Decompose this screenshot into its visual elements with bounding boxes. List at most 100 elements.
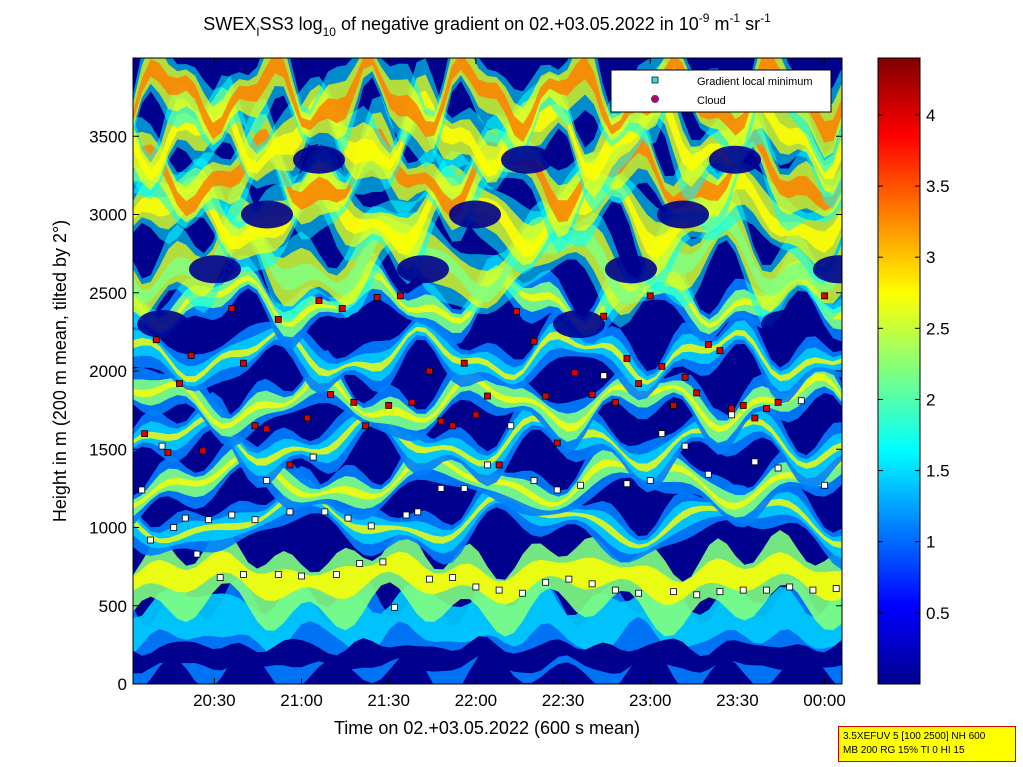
gradient-minimum-marker: [681, 442, 689, 450]
gradient-minimum-marker: [553, 486, 561, 494]
heatmap-band: [133, 403, 842, 482]
gradient-minimum-marker: [286, 508, 294, 516]
cloud-marker: [821, 292, 828, 300]
y-tick-label: 3500: [89, 127, 127, 146]
gradient-minimum-marker: [147, 536, 154, 544]
cloud-marker: [199, 447, 207, 455]
y-tick-label: 3000: [89, 206, 127, 225]
cloud-marker: [141, 430, 149, 438]
heatmap-gap: [293, 145, 345, 174]
heatmap-gap: [449, 200, 501, 229]
gradient-minimum-marker: [739, 586, 747, 594]
x-tick-label: 23:30: [716, 691, 759, 710]
gradient-minimum-marker: [274, 571, 282, 578]
cloud-marker: [571, 369, 579, 376]
gradient-minimum-marker: [484, 461, 491, 469]
gradient-minimum-marker: [565, 575, 573, 583]
gradient-minimum-marker: [751, 458, 759, 466]
gradient-minimum-marker: [832, 585, 840, 592]
gradient-minimum-marker: [181, 514, 189, 522]
x-tick-label: 22:00: [455, 691, 498, 710]
gradient-minimum-marker: [542, 578, 550, 586]
gradient-minimum-marker: [577, 481, 584, 489]
heatmap-gap: [189, 255, 241, 284]
gradient-minimum-marker: [693, 591, 701, 599]
gradient-minimum-marker: [495, 586, 503, 594]
colorbar-tick-label: 1: [926, 533, 935, 552]
gradient-minimum-marker: [797, 397, 805, 405]
gradient-minimum-marker: [193, 550, 201, 558]
cloud-marker: [385, 402, 393, 409]
plot-area: [133, 58, 842, 684]
cloud-marker: [670, 402, 677, 409]
cloud-marker: [396, 292, 404, 300]
cloud-marker: [350, 398, 358, 406]
gradient-minimum-marker: [309, 453, 317, 461]
gradient-minimum-marker: [402, 511, 410, 519]
gradient-minimum-marker: [728, 411, 735, 419]
x-axis-label: Time on 02.+03.05.2022 (600 s mean): [334, 718, 640, 738]
cloud-marker: [274, 315, 282, 323]
parameter-box: 3.5XEFUV 5 [100 2500] NH 600 MB 200 RG 1…: [838, 726, 1016, 762]
heatmap-gap: [137, 310, 189, 339]
x-axis: 20:30 21:00 21:30 22:00 22:30 23:00 23:30 00:00: [193, 58, 846, 710]
x-tick-label: 22:30: [542, 691, 585, 710]
cloud-markers: [141, 292, 828, 469]
cloud-marker: [704, 340, 712, 348]
gradient-minimum-markers: [138, 372, 840, 611]
gradient-minimum-marker: [786, 583, 794, 591]
cloud-marker: [728, 405, 735, 412]
x-tick-label: 00:00: [803, 691, 846, 710]
gradient-minimum-marker: [670, 588, 677, 596]
cloud-marker: [286, 461, 294, 469]
colorbar-tick-label: 0.5: [926, 604, 950, 623]
heatmap-gap: [605, 255, 657, 284]
heatmap-gap: [761, 310, 813, 339]
gradient-minimum-marker: [821, 481, 828, 489]
cloud-marker: [164, 448, 172, 456]
cloud-marker: [774, 398, 782, 406]
cloud-marker: [240, 359, 247, 367]
cloud-marker: [472, 411, 480, 419]
colorbar-gradient: [877, 57, 921, 685]
heatmap-gap: [397, 255, 449, 284]
gradient-minimum-marker: [809, 586, 817, 594]
cloud-marker: [646, 292, 654, 300]
gradient-minimum-marker: [379, 558, 387, 566]
gradient-minimum-marker: [263, 477, 271, 484]
gradient-minimum-marker: [600, 372, 608, 380]
cloud-marker: [408, 398, 416, 406]
cloud-marker: [362, 422, 369, 430]
gradient-minimum-marker: [704, 470, 712, 478]
gradient-minimum-marker: [321, 508, 329, 516]
y-tick-label: 2000: [89, 362, 127, 381]
gradient-minimum-marker: [518, 589, 526, 597]
gradient-minimum-marker: [216, 574, 224, 581]
gradient-minimum-marker: [205, 516, 212, 524]
heatmap-band: [133, 319, 842, 392]
gradient-minimum-marker: [635, 589, 642, 597]
cloud-marker: [373, 294, 381, 301]
chart-title: SWEXISS3 log10 of negative gradient on 0…: [203, 11, 771, 39]
gradient-minimum-marker: [158, 442, 166, 450]
gradient-minimum-marker: [138, 486, 146, 494]
colorbar-tick-label: 2: [926, 390, 935, 409]
gradient-minimum-marker: [763, 586, 770, 594]
cloud-marker: [693, 389, 701, 397]
gradient-minimum-marker: [414, 508, 422, 516]
cloud-marker: [303, 414, 311, 422]
heatmap-gap: [241, 200, 293, 229]
parameter-line-2: MB 200 RG 15% TI 0 HI 15: [843, 745, 965, 756]
cloud-marker: [588, 391, 596, 398]
heatmap-band: [133, 125, 842, 223]
gradient-minimum-marker: [449, 574, 457, 581]
gradient-minimum-marker: [611, 586, 619, 594]
heatmap-band: [133, 212, 842, 305]
y-tick-label: 0: [118, 675, 127, 694]
gradient-minimum-marker: [460, 484, 468, 492]
gradient-minimum-marker: [251, 516, 259, 524]
cloud-marker: [425, 367, 433, 375]
gradient-minimum-marker: [774, 464, 782, 472]
heatmap-gap: [553, 310, 605, 339]
